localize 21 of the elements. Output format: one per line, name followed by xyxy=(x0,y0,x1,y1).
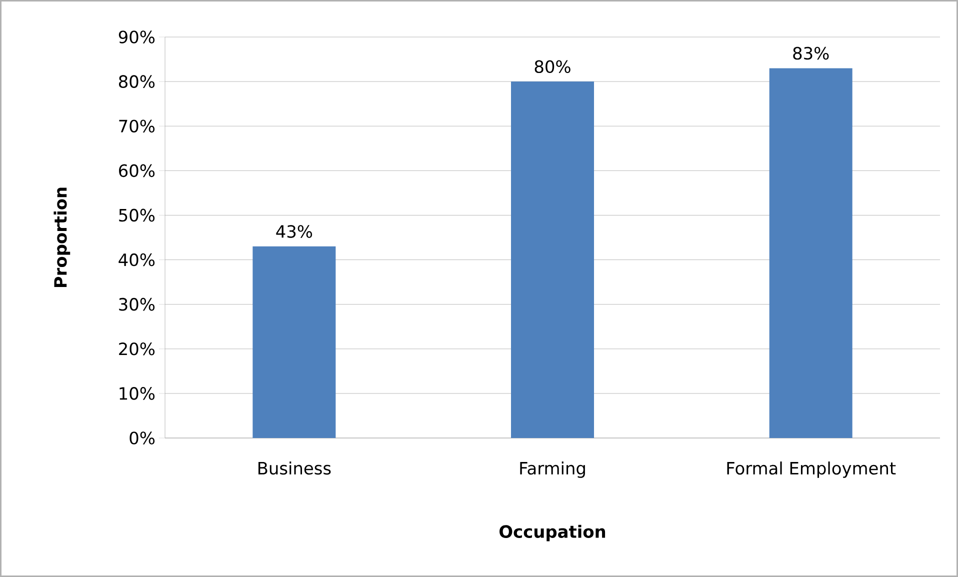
bar xyxy=(252,246,336,438)
y-tick-label: 80% xyxy=(118,75,155,88)
data-label: 83% xyxy=(793,46,829,60)
y-tick-label: 70% xyxy=(119,120,155,133)
data-label: 43% xyxy=(276,225,312,238)
y-tick-label: 0% xyxy=(130,432,155,444)
y-axis-title: Proportion xyxy=(54,188,70,287)
y-tick-label: 20% xyxy=(119,342,155,356)
x-tick-label: Business xyxy=(258,462,331,475)
bar xyxy=(769,68,852,438)
y-tick-label: 90% xyxy=(118,30,155,44)
y-tick-label: 10% xyxy=(120,387,155,400)
data-label: 80% xyxy=(534,60,570,74)
x-axis-title: Occupation xyxy=(500,524,606,542)
x-tick-label: Formal Employment xyxy=(727,462,896,478)
y-tick-label: 50% xyxy=(119,208,155,222)
bar xyxy=(511,82,594,438)
y-tick-label: 30% xyxy=(119,298,155,311)
y-tick-label: 60% xyxy=(119,164,155,178)
y-tick-label: 40% xyxy=(118,253,155,266)
x-tick-label: Farming xyxy=(520,462,585,478)
